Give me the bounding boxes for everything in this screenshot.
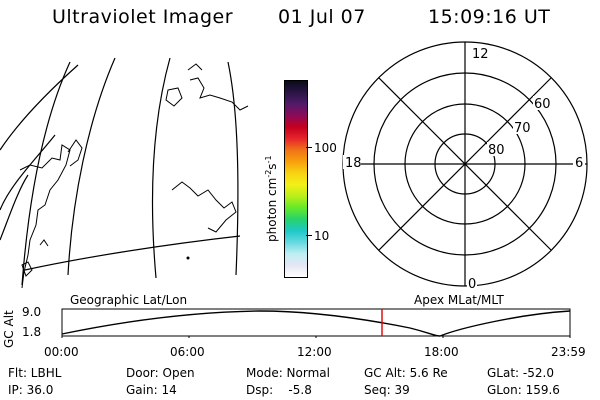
timeline-right-label: Apex MLat/MLT	[414, 293, 504, 307]
observation-date: 01 Jul 07	[278, 6, 366, 28]
instrument-title: Ultraviolet Imager	[52, 6, 234, 28]
colorbar-tick	[306, 147, 312, 148]
polar-plot: 12 18 6 0 60 70 80	[342, 41, 588, 290]
seq-info: Seq: 39	[364, 383, 410, 397]
coastline	[187, 63, 203, 71]
colorbar-tick-label-10: 10	[314, 229, 330, 243]
polar-diagonal	[378, 77, 552, 251]
latitude-line	[0, 64, 79, 151]
ip-info: IP: 36.0	[8, 383, 54, 397]
intensity-colorbar	[284, 80, 308, 278]
latitude-line	[0, 174, 29, 241]
mode-info: Mode: Normal	[246, 366, 330, 380]
glat-info: GLat: -52.0	[487, 366, 554, 380]
polar-ring-label-70: 70	[514, 121, 531, 136]
colorbar-unit-label: photon cm-2s-1	[264, 155, 279, 242]
polar-ring-label-60: 60	[534, 97, 551, 112]
polar-ring-label-80: 80	[488, 143, 505, 158]
meridian-line	[151, 57, 171, 279]
altitude-timeline	[61, 308, 571, 338]
gc-alt-info: GC Alt: 5.6 Re	[364, 366, 448, 380]
timeline-tick-1800: 18:00	[424, 345, 459, 359]
observation-time: 15:09:16 UT	[428, 6, 551, 28]
coastline	[67, 139, 83, 167]
coastline	[165, 87, 183, 107]
coastline	[39, 239, 49, 247]
timeline-frame	[61, 308, 571, 337]
dsp-info: Dsp: -5.8	[246, 383, 312, 397]
meridian-line	[67, 57, 116, 276]
filter-info: Flt: LBHL	[8, 366, 62, 380]
meridian-line	[227, 61, 239, 276]
polar-label-top: 12	[472, 47, 489, 62]
timeline-left-label: Geographic Lat/Lon	[70, 293, 188, 307]
colorbar-tick	[306, 235, 312, 236]
timeline-tick-0600: 06:00	[170, 345, 205, 359]
geographic-map	[0, 57, 249, 289]
polar-label-bottom: 0	[468, 277, 476, 290]
coastline	[171, 181, 237, 233]
timeline-y-top: 9.0	[22, 305, 42, 319]
glon-info: GLon: 159.6	[487, 383, 560, 397]
coastline	[21, 261, 33, 277]
coastline	[19, 144, 71, 289]
coastline	[189, 77, 249, 111]
map-feature	[186, 256, 190, 260]
timeline-tick-2359: 23:59	[551, 345, 586, 359]
colorbar-tick-label-100: 100	[314, 141, 337, 155]
latitude-line	[0, 134, 56, 211]
timeline-axis-label: GC Alt	[2, 310, 16, 348]
gain-info: Gain: 14	[126, 383, 177, 397]
door-info: Door: Open	[126, 366, 195, 380]
polar-label-right: 6	[575, 156, 583, 171]
latitude-line	[24, 235, 241, 271]
polar-label-left: 18	[345, 156, 362, 171]
timeline-tick-1200: 12:00	[297, 345, 332, 359]
timeline-tick-0000: 00:00	[44, 345, 79, 359]
timeline-y-bottom: 1.8	[22, 325, 42, 339]
altitude-curve	[61, 310, 571, 337]
